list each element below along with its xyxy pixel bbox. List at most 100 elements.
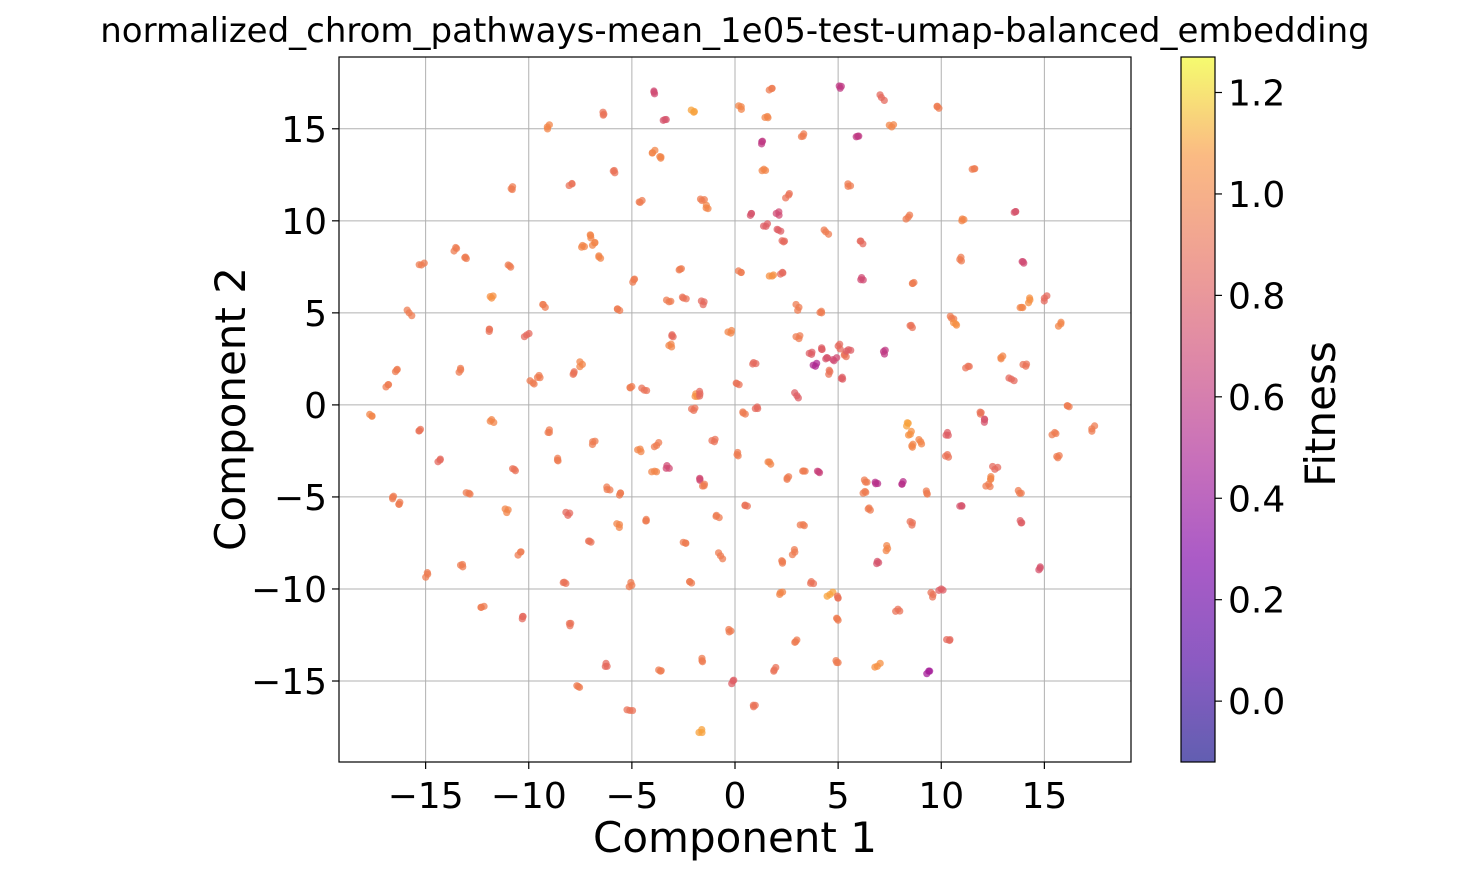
scatter-point [818,345,826,354]
colorbar-tick-label: 0.0 [1228,682,1285,723]
scatter-point [728,680,736,688]
scatter-point [783,474,791,482]
scatter-point [725,628,733,636]
scatter-point [987,473,995,481]
scatter-point [915,435,923,444]
scatter-point [715,513,723,522]
scatter-point [747,209,755,218]
colorbar-frame [1180,56,1216,763]
scatter-point [944,431,952,439]
scatter-point [997,354,1005,362]
scatter-point [758,167,766,175]
scatter-point [519,612,527,620]
scatter-point [824,230,833,238]
scatter-point [719,555,727,563]
scatter-point [587,538,595,546]
scatter-point [490,418,498,427]
y-tick-label: 0 [304,386,327,427]
scatter-point [630,275,639,283]
scatter-point [1043,292,1051,300]
scatter-point [698,654,706,662]
scatter-point [767,460,775,468]
scatter-point [606,486,614,494]
scatter-point [1019,258,1027,266]
scatter-point [799,467,807,475]
scatter-point [837,82,845,90]
scatter-point [880,96,888,104]
scatter-point [952,321,961,329]
scatter-point [638,384,646,392]
scatter-point [696,195,705,203]
scatter-point [970,165,978,173]
scatter-point [423,569,431,577]
scatter-point [816,308,824,317]
scatter-point [859,276,867,284]
scatter-point [655,438,663,447]
scatter-point [420,259,428,267]
scatter-point [823,592,831,600]
scatter-point [778,237,786,245]
x-axis-label: Component 1 [593,813,877,862]
scatter-point [844,182,852,190]
scatter-point [1019,360,1027,369]
scatter-point [1012,207,1020,216]
colorbar-ticks: 0.0 0.2 0.4 0.6 0.8 1.0 1.2 [1215,74,1285,723]
scatter-point [757,140,766,148]
scatter-point [820,226,828,234]
colorbar-tick-label: 0.6 [1228,378,1285,419]
scatter-point [687,106,695,114]
scatter-point [489,292,497,300]
scatter-point [772,663,780,672]
scatter-point [501,505,509,513]
scatter-point [700,480,709,488]
scatter-point [958,502,966,510]
scatter-point [628,706,637,715]
scatter-point [935,104,943,112]
scatter-point [910,278,918,287]
scatter-point [829,356,837,364]
scatter-point [860,476,868,484]
scatter-point [507,185,515,193]
scatter-point [925,667,933,675]
y-tick-label: −10 [251,570,327,611]
scatter-point [625,583,633,591]
scatter-point [659,116,667,124]
scatter-point [702,201,710,209]
colorbar [1181,57,1215,762]
scatter-points [366,82,1099,737]
scatter-point [691,404,699,412]
scatter-point [576,358,584,366]
scatter-point [600,110,608,118]
y-tick-label: −15 [251,662,327,703]
scatter-point [679,538,687,546]
scatter-point [544,428,552,437]
x-tick-label: 5 [827,776,850,817]
scatter-point [889,121,898,129]
scatter-point [882,547,890,555]
scatter-point [753,403,761,411]
scatter-point [908,521,916,529]
scatter-point [765,272,773,280]
scatter-point [864,505,872,513]
scatter-point [1088,427,1096,435]
scatter-point [530,380,538,388]
x-tick-label: −5 [605,776,658,817]
scatter-point [686,578,694,586]
scatter-point [1019,304,1027,312]
scatter-point [698,725,706,734]
scatter-point [562,508,570,516]
scatter-point [611,169,619,177]
y-tick-label: 15 [281,110,327,151]
scatter-point [833,658,841,667]
scatter-point [1054,322,1063,330]
scatter-point [927,589,935,597]
scatter-point [792,300,800,309]
scatter-point [962,364,970,372]
scatter-point [648,468,656,476]
scatter-point [776,590,784,598]
scatter-point [511,467,520,475]
scatter-point [899,478,907,486]
scatter-point [749,360,757,368]
colorbar-label: Fitness [1296,341,1345,486]
scatter-point [800,130,808,138]
